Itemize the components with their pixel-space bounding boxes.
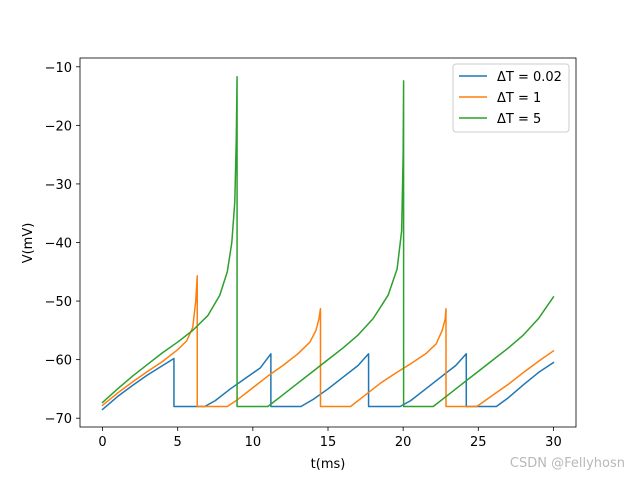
legend-label-1: ΔT = 0.02 bbox=[497, 70, 562, 85]
axis-ticks: 0 5 10 15 20 25 30 −70 −60 −50 −40 −30 −20 −10 bbox=[45, 61, 562, 450]
legend: ΔT = 0.02 ΔT = 1 ΔT = 5 bbox=[452, 63, 570, 133]
legend-label-2: ΔT = 1 bbox=[497, 91, 541, 106]
series-line-1 bbox=[101, 353, 555, 411]
legend-label-3: ΔT = 5 bbox=[497, 112, 541, 127]
y-tick-label: −20 bbox=[45, 119, 72, 134]
series-line-3 bbox=[101, 75, 555, 408]
x-tick-label: 0 bbox=[98, 435, 106, 450]
watermark-text: CSDN @Fellyhosn bbox=[510, 456, 625, 471]
y-tick-label: −40 bbox=[45, 237, 72, 252]
x-tick-label: 25 bbox=[470, 435, 487, 450]
x-tick-label: 20 bbox=[395, 435, 412, 450]
y-axis-label: V(mV) bbox=[21, 223, 36, 264]
x-tick-label: 10 bbox=[245, 435, 262, 450]
x-tick-label: 5 bbox=[174, 435, 182, 450]
y-tick-label: −60 bbox=[45, 354, 72, 369]
x-tick-label: 15 bbox=[320, 435, 337, 450]
y-tick-label: −70 bbox=[45, 412, 72, 427]
series-line-2 bbox=[101, 275, 555, 408]
legend-frame bbox=[452, 63, 570, 133]
x-tick-label: 30 bbox=[545, 435, 562, 450]
y-tick-label: −50 bbox=[45, 295, 72, 310]
y-tick-label: −10 bbox=[45, 61, 72, 76]
x-axis-label: t(ms) bbox=[311, 457, 346, 472]
series-lines bbox=[101, 75, 555, 411]
y-tick-label: −30 bbox=[45, 178, 72, 193]
